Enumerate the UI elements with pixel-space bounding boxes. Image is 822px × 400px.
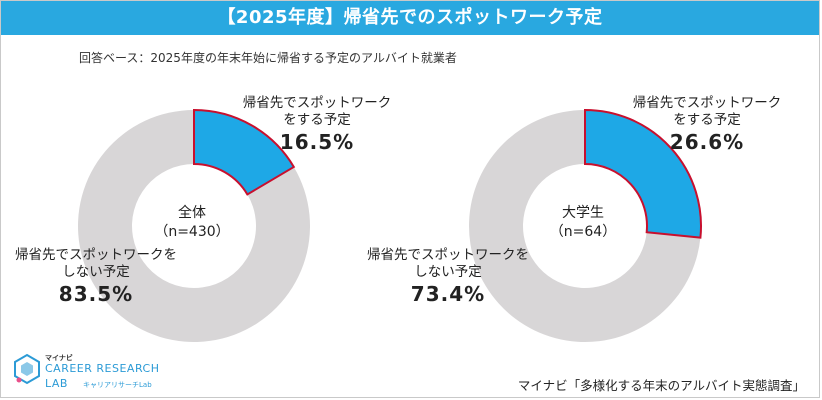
donut-slice-will-work: [193, 108, 296, 196]
slice-label-line: しない予定: [62, 264, 130, 280]
slice-label-line: 帰省先でスポットワークを: [367, 247, 529, 263]
slice-label-line: 帰省先でスポットワークを: [15, 247, 177, 263]
center-group-label: 大学生: [562, 205, 604, 221]
slice-label-no-overall: 帰省先でスポットワークを しない予定 83.5%: [11, 247, 181, 307]
slice-value: 16.5%: [279, 130, 355, 154]
donut-chart-students: [469, 108, 702, 342]
basis-note: 回答ベース：2025年度の年末年始に帰省する予定のアルバイト就業者: [79, 51, 457, 65]
slice-label-line: 帰省先でスポットワーク: [242, 95, 392, 111]
donut-center-students: 大学生 （n=64）: [533, 204, 633, 242]
slice-label-line: をする予定: [673, 112, 741, 128]
career-research-lab-logo: マイナビ CAREER RESEARCH LAB キャリアリサーチLab: [13, 353, 163, 393]
slice-label-line: をする予定: [283, 112, 351, 128]
donut-slice-will-not-work: [469, 110, 701, 342]
donut-slice-will-work: [584, 108, 702, 239]
donut-center-overall: 全体 （n=430）: [142, 204, 242, 242]
center-sample-size: （n=64）: [549, 224, 617, 240]
slice-label-line: 帰省先でスポットワーク: [632, 95, 782, 111]
slice-value: 73.4%: [410, 282, 486, 306]
slice-label-yes-students: 帰省先でスポットワーク をする予定 26.6%: [623, 95, 791, 155]
center-group-label: 全体: [178, 205, 206, 221]
slice-value: 26.6%: [669, 130, 745, 154]
slice-label-yes-overall: 帰省先でスポットワーク をする予定 16.5%: [233, 95, 401, 155]
slice-value: 83.5%: [58, 282, 134, 306]
slice-label-line: しない予定: [414, 264, 482, 280]
logo-brand-small: マイナビ: [45, 354, 73, 362]
slice-label-no-students: 帰省先でスポットワークを しない予定 73.4%: [363, 247, 533, 307]
donut-chart-overall: [78, 108, 310, 342]
page-title: 【2025年度】帰省先でのスポットワーク予定: [1, 1, 819, 35]
logo-brand-main: CAREER RESEARCH: [45, 362, 160, 375]
center-sample-size: （n=430）: [154, 224, 230, 240]
lab-logo-icon: [14, 353, 40, 385]
donut-slice-will-not-work: [78, 110, 310, 342]
logo-brand-kana: キャリアリサーチLab: [83, 381, 152, 389]
source-note: マイナビ「多様化する年末のアルバイト実態調査」: [517, 378, 805, 393]
logo-brand-sub: LAB: [45, 377, 68, 390]
